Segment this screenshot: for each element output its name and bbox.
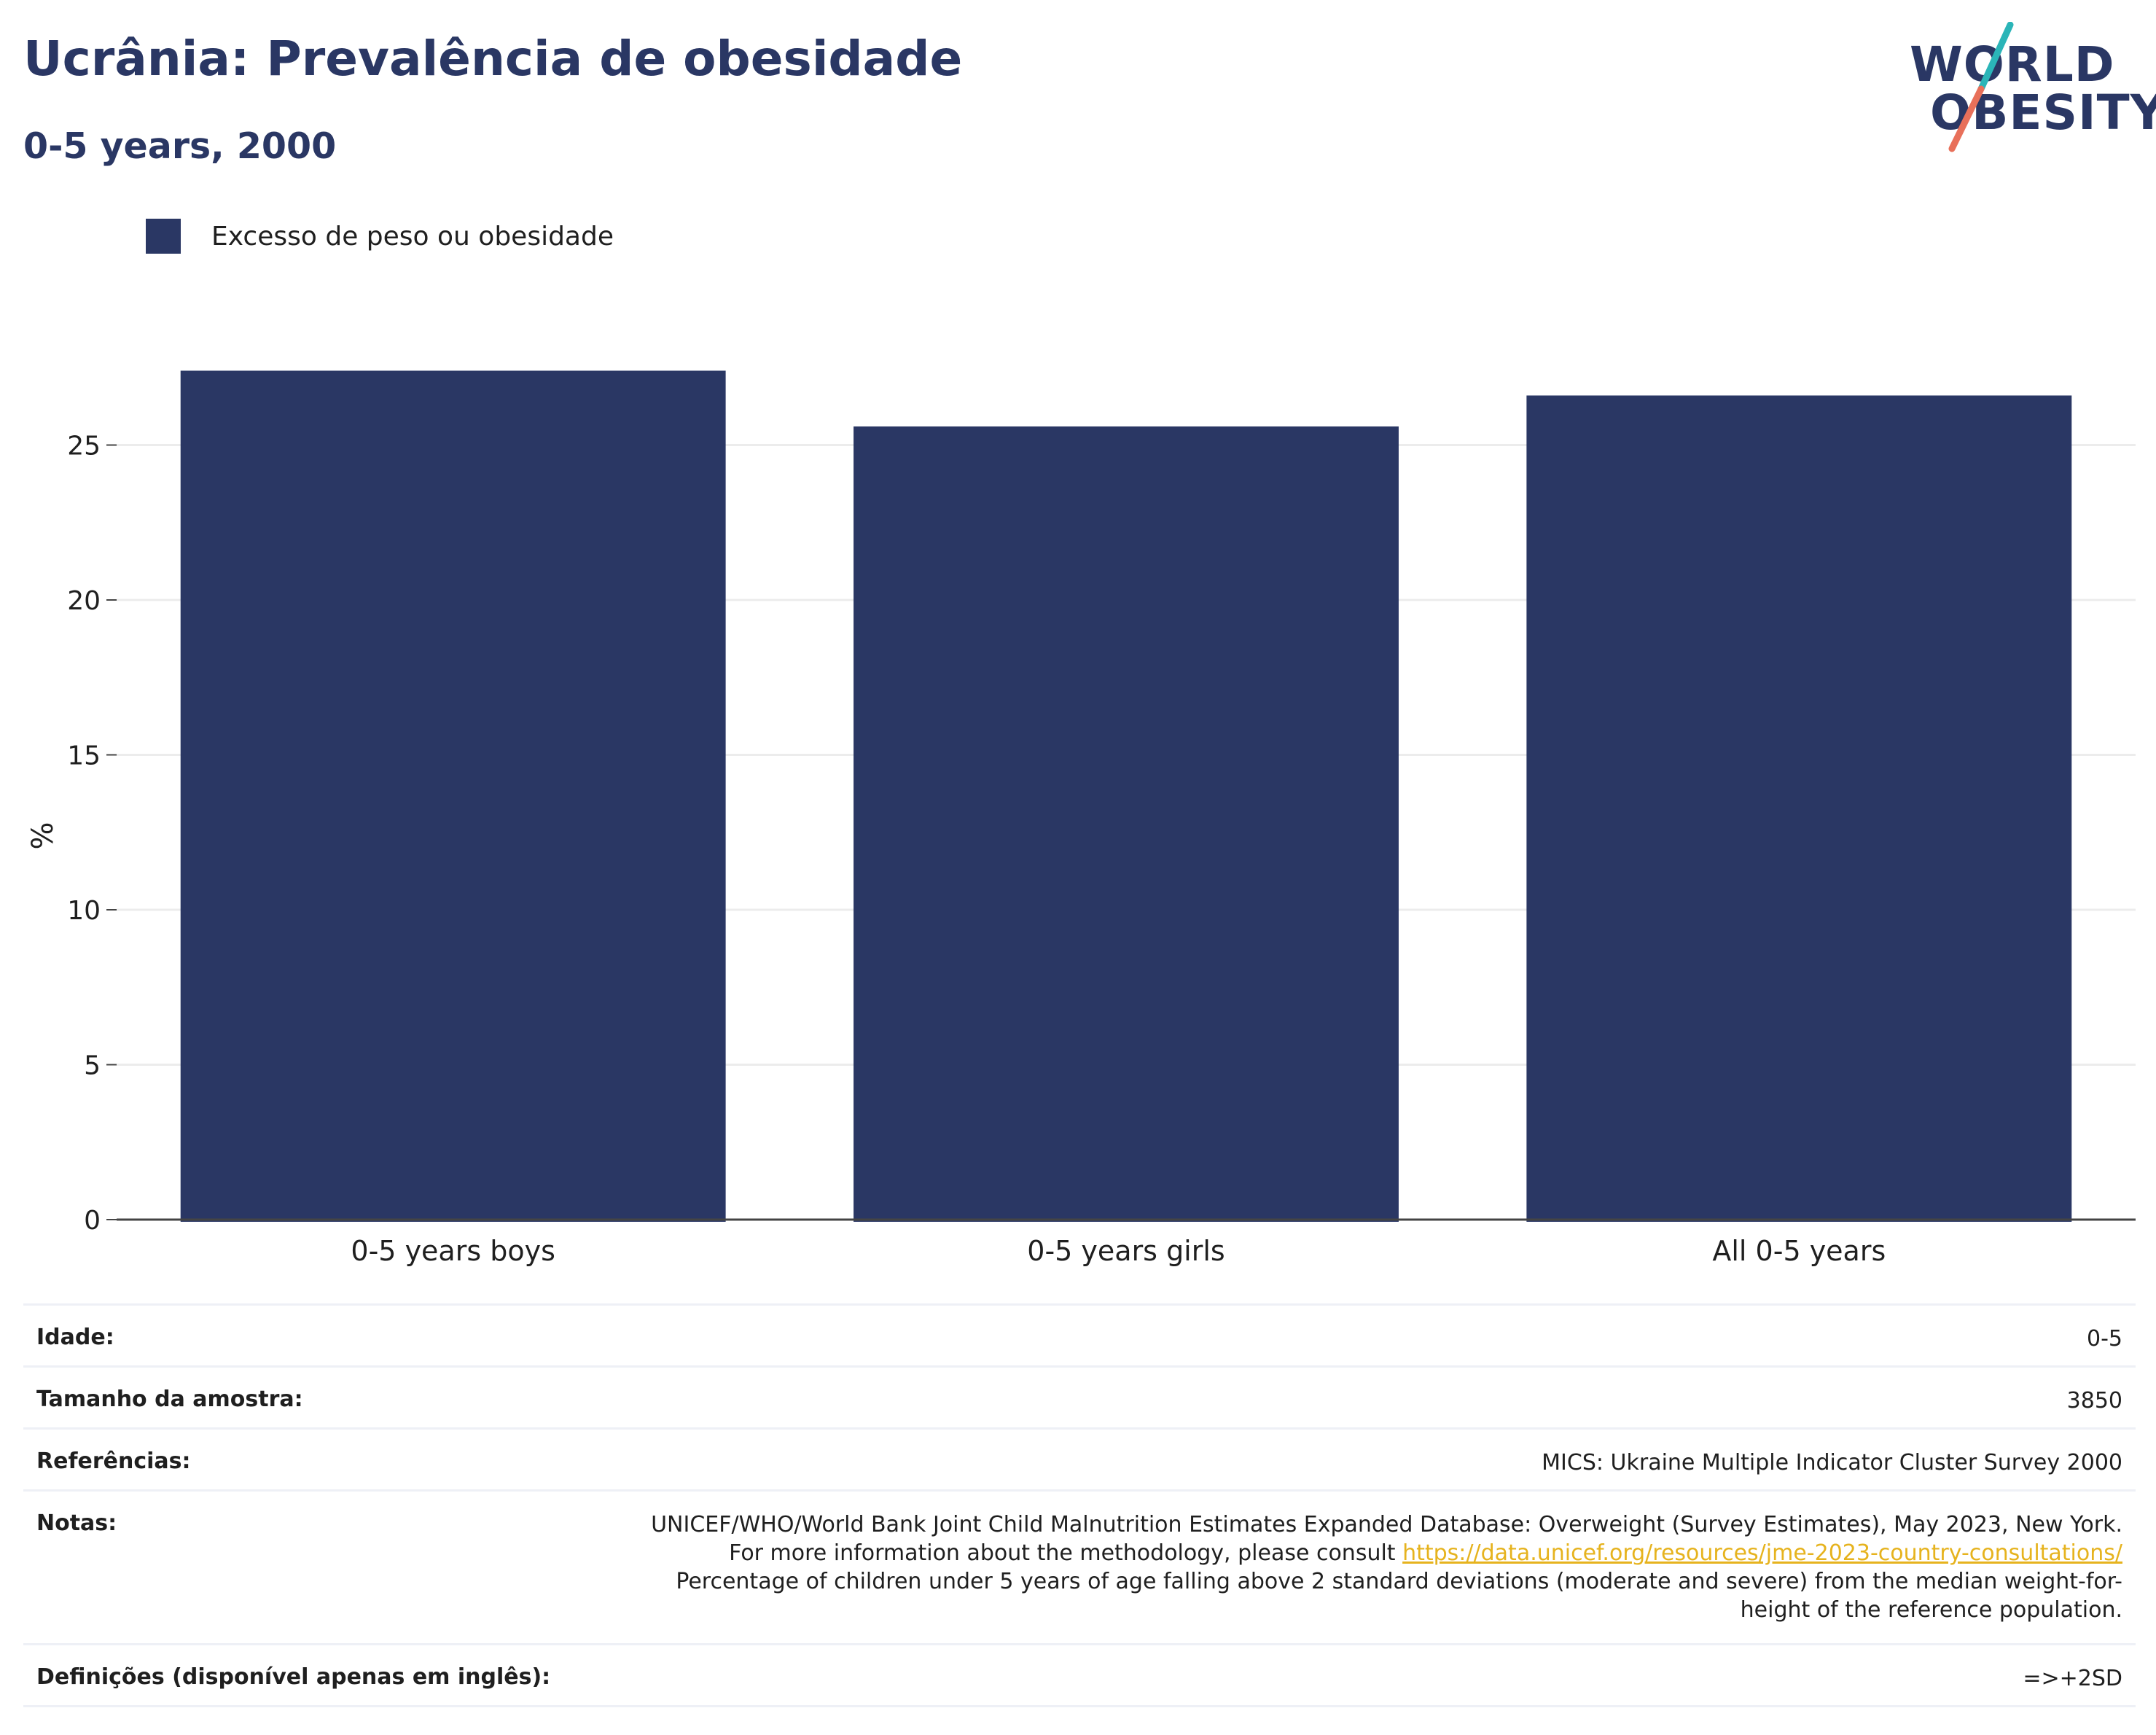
x-category-label: 0-5 years girls: [1027, 1235, 1225, 1267]
legend-label: Excesso de peso ou obesidade: [211, 221, 614, 252]
info-value-notes: UNICEF/WHO/World Bank Joint Child Malnut…: [604, 1491, 2136, 1645]
bar[interactable]: [1526, 395, 2072, 1223]
x-category-label: All 0-5 years: [1712, 1235, 1886, 1267]
info-value-sample-size: 3850: [2066, 1388, 2122, 1414]
y-tick-label: 25: [67, 432, 101, 461]
y-tick-label: 0: [84, 1206, 101, 1236]
info-row-age: Idade: 0-5: [23, 1304, 2136, 1367]
info-label-age: Idade:: [36, 1325, 114, 1350]
info-table: Idade: 0-5 Tamanho da amostra: 3850 Refe…: [23, 1303, 2136, 1707]
logo-slash-icon: [1948, 22, 2014, 152]
chart-legend[interactable]: Excesso de peso ou obesidade: [146, 219, 614, 254]
info-row-definitions: Definições (disponível apenas em inglês)…: [23, 1644, 2136, 1707]
notes-definition-text: Percentage of children under 5 years of …: [676, 1569, 2122, 1623]
info-row-notes: Notas: UNICEF/WHO/World Bank Joint Child…: [23, 1490, 2136, 1645]
y-axis-title: %: [26, 822, 60, 849]
info-value-age: 0-5: [2087, 1326, 2122, 1352]
info-label-references: Referências:: [36, 1449, 191, 1474]
bar[interactable]: [180, 370, 726, 1223]
logo-line-world: WORLD: [1910, 36, 2115, 93]
bar-chart: 0 5 10 15 20 25 0-5 years boys 0-5 years girls A…: [26, 370, 2136, 1267]
chart-subtitle: 0-5 years, 2000: [23, 125, 337, 167]
info-row-references: Referências: MICS: Ukraine Multiple Indi…: [23, 1428, 2136, 1491]
bar[interactable]: [854, 426, 1399, 1222]
chart-title: Ucrânia: Prevalência de obesidade: [23, 31, 963, 87]
info-label-definitions: Definições (disponível apenas em inglês)…: [36, 1664, 551, 1690]
y-tick-label: 15: [67, 741, 101, 771]
info-label-sample-size: Tamanho da amostra:: [36, 1387, 303, 1412]
axes: 0 5 10 15 20 25 0-5 years boys 0-5 years girls A…: [67, 432, 2136, 1267]
y-tick-label: 5: [84, 1051, 101, 1081]
x-category-label: 0-5 years boys: [351, 1235, 555, 1267]
y-tick-label: 20: [67, 586, 101, 616]
world-obesity-logo: WORLD OBESITY: [1895, 22, 2156, 160]
methodology-link[interactable]: https://data.unicef.org/resources/jme-20…: [1402, 1540, 2122, 1566]
info-value-definitions: =>+2SD: [2023, 1666, 2122, 1691]
info-value-references: MICS: Ukraine Multiple Indicator Cluster…: [1542, 1450, 2122, 1475]
bars: [180, 370, 2072, 1223]
legend-swatch: [146, 219, 181, 254]
info-label-notes: Notas:: [36, 1510, 117, 1536]
y-tick-label: 10: [67, 896, 101, 926]
info-row-sample-size: Tamanho da amostra: 3850: [23, 1366, 2136, 1429]
notes-text: UNICEF/WHO/World Bank Joint Child Malnut…: [651, 1512, 2122, 1566]
